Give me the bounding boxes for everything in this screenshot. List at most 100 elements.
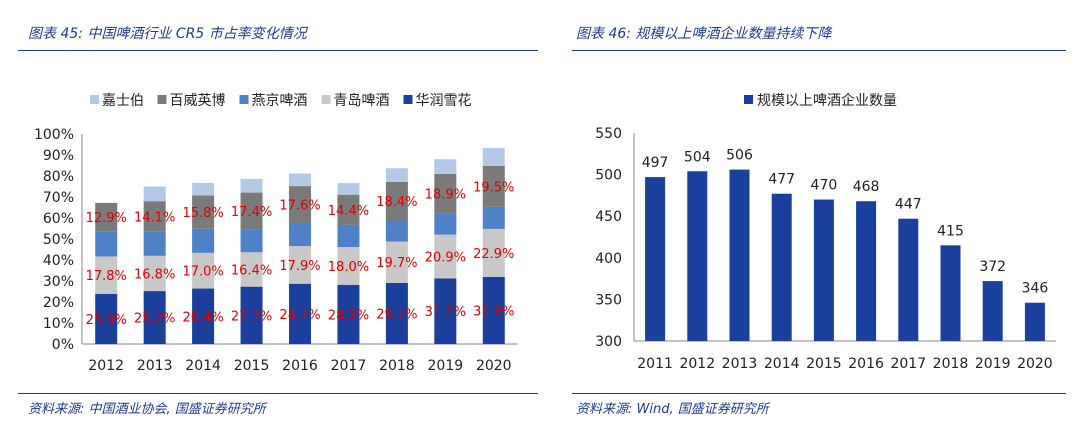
data-label: 477 <box>768 172 795 188</box>
bar-segment <box>337 246 360 285</box>
x-tick-label: 2018 <box>379 358 415 374</box>
bar-segment <box>289 283 311 344</box>
bar-segment <box>385 282 408 344</box>
data-label: 14.4% <box>328 204 369 219</box>
x-tick-label: 2013 <box>722 356 758 372</box>
legend-label: 规模以上啤酒企业数量 <box>757 92 897 109</box>
left-chart-title: 图表 45: 中国啤酒行业 CR5 市占率变化情况 <box>28 26 307 42</box>
bar-segment <box>289 223 311 247</box>
data-label: 497 <box>642 155 669 171</box>
y-tick-label: 40% <box>43 253 74 269</box>
bar-segment <box>434 213 457 235</box>
bar-segment <box>289 173 311 187</box>
legend-swatch <box>157 95 167 104</box>
bar-segment <box>192 182 215 196</box>
data-label: 18.9% <box>425 188 466 203</box>
data-label: 26.4% <box>182 310 223 325</box>
bar-segment <box>482 228 505 278</box>
data-label: 14.1% <box>134 210 175 225</box>
x-tick-label: 2016 <box>282 358 318 374</box>
bar-segment <box>240 252 263 287</box>
legend-swatch <box>90 95 99 104</box>
legend-label: 燕京啤酒 <box>252 93 308 109</box>
bar-segment <box>289 186 311 224</box>
data-label: 18.0% <box>328 260 369 275</box>
bar <box>645 177 666 341</box>
x-tick-label: 2017 <box>890 356 926 372</box>
right-source-rule <box>572 393 1066 394</box>
bar-segment <box>337 224 360 247</box>
bar-segment <box>434 234 457 279</box>
bar <box>982 281 1003 341</box>
x-tick-label: 2020 <box>1017 356 1053 372</box>
data-label: 31.9% <box>473 305 514 320</box>
data-label: 468 <box>853 179 880 195</box>
data-label: 19.5% <box>473 180 514 195</box>
legend-swatch <box>321 95 331 104</box>
bar-segment <box>240 286 263 344</box>
y-tick-label: 450 <box>595 209 622 225</box>
y-tick-label: 90% <box>43 148 74 164</box>
bar <box>856 201 877 341</box>
bar-segment <box>434 173 457 214</box>
bar-segment <box>434 159 457 174</box>
bar-segment <box>482 165 505 207</box>
y-tick-label: 500 <box>595 168 622 184</box>
y-tick-label: 70% <box>43 190 74 206</box>
y-tick-label: 0% <box>52 337 74 353</box>
bar-segment <box>434 278 457 344</box>
x-tick-label: 2016 <box>848 356 884 372</box>
data-label: 470 <box>811 178 838 194</box>
data-label: 16.4% <box>231 263 272 278</box>
right-chart-title: 图表 46: 规模以上啤酒企业数量持续下降 <box>576 26 832 42</box>
data-label: 20.9% <box>425 251 466 266</box>
bar-segment <box>385 220 408 242</box>
bar-segment <box>482 206 505 229</box>
y-tick-label: 350 <box>595 292 622 308</box>
bar-segment <box>143 231 166 256</box>
data-label: 17.8% <box>86 269 127 284</box>
legend-label: 百威英博 <box>170 92 226 109</box>
data-label: 504 <box>684 149 711 165</box>
data-label: 16.8% <box>134 267 175 282</box>
x-tick-label: 2012 <box>679 356 715 372</box>
y-tick-label: 550 <box>595 126 622 142</box>
data-label: 17.6% <box>279 199 320 214</box>
x-tick-label: 2014 <box>185 358 221 374</box>
bar-segment <box>143 255 166 292</box>
left-chart-source: 资料来源: 中国酒业协会, 国盛证券研究所 <box>28 402 266 417</box>
x-tick-label: 2015 <box>806 356 842 372</box>
bar-segment <box>143 186 166 202</box>
data-label: 447 <box>895 197 922 213</box>
bar-segment <box>95 202 118 232</box>
bar-segment <box>192 288 215 344</box>
bar-segment <box>143 291 166 344</box>
data-label: 15.8% <box>182 206 223 221</box>
bar-segment <box>385 168 408 182</box>
bar-segment <box>337 284 360 344</box>
y-tick-label: 20% <box>43 295 74 311</box>
y-tick-label: 300 <box>595 334 622 350</box>
bar-segment <box>337 183 360 195</box>
left-title-rule <box>18 50 538 51</box>
cr5-stacked-bar-chart: 0% 10% 20% 30% 40% 50% 60% 70% 80% 90% 100% 23.9% 17… <box>34 92 518 374</box>
data-label: 372 <box>979 259 1006 275</box>
legend-swatch <box>403 95 413 104</box>
x-tick-label: 2011 <box>637 356 673 372</box>
legend-label: 嘉士伯 <box>102 93 144 109</box>
x-tick-label: 2019 <box>428 358 464 374</box>
right-chart-panel: 图表 46: 规模以上啤酒企业数量持续下降 300 350 400 450 500 550… <box>560 0 1078 440</box>
bar-segment <box>192 228 215 253</box>
bar <box>687 171 708 341</box>
bar-segment <box>95 231 118 257</box>
bar-segment <box>143 201 166 232</box>
bar-segment <box>95 293 118 344</box>
data-label: 17.0% <box>182 265 223 280</box>
y-tick-label: 100% <box>34 127 74 143</box>
brewery-count-bar-chart: 300 350 400 450 500 550 497 2011 504 2012 506 2013 4… <box>595 92 1056 372</box>
data-label: 17.4% <box>231 205 272 220</box>
data-label: 25.2% <box>134 312 175 327</box>
x-tick-label: 2018 <box>933 356 969 372</box>
bar-segment <box>289 246 311 284</box>
data-label: 17.9% <box>279 259 320 274</box>
